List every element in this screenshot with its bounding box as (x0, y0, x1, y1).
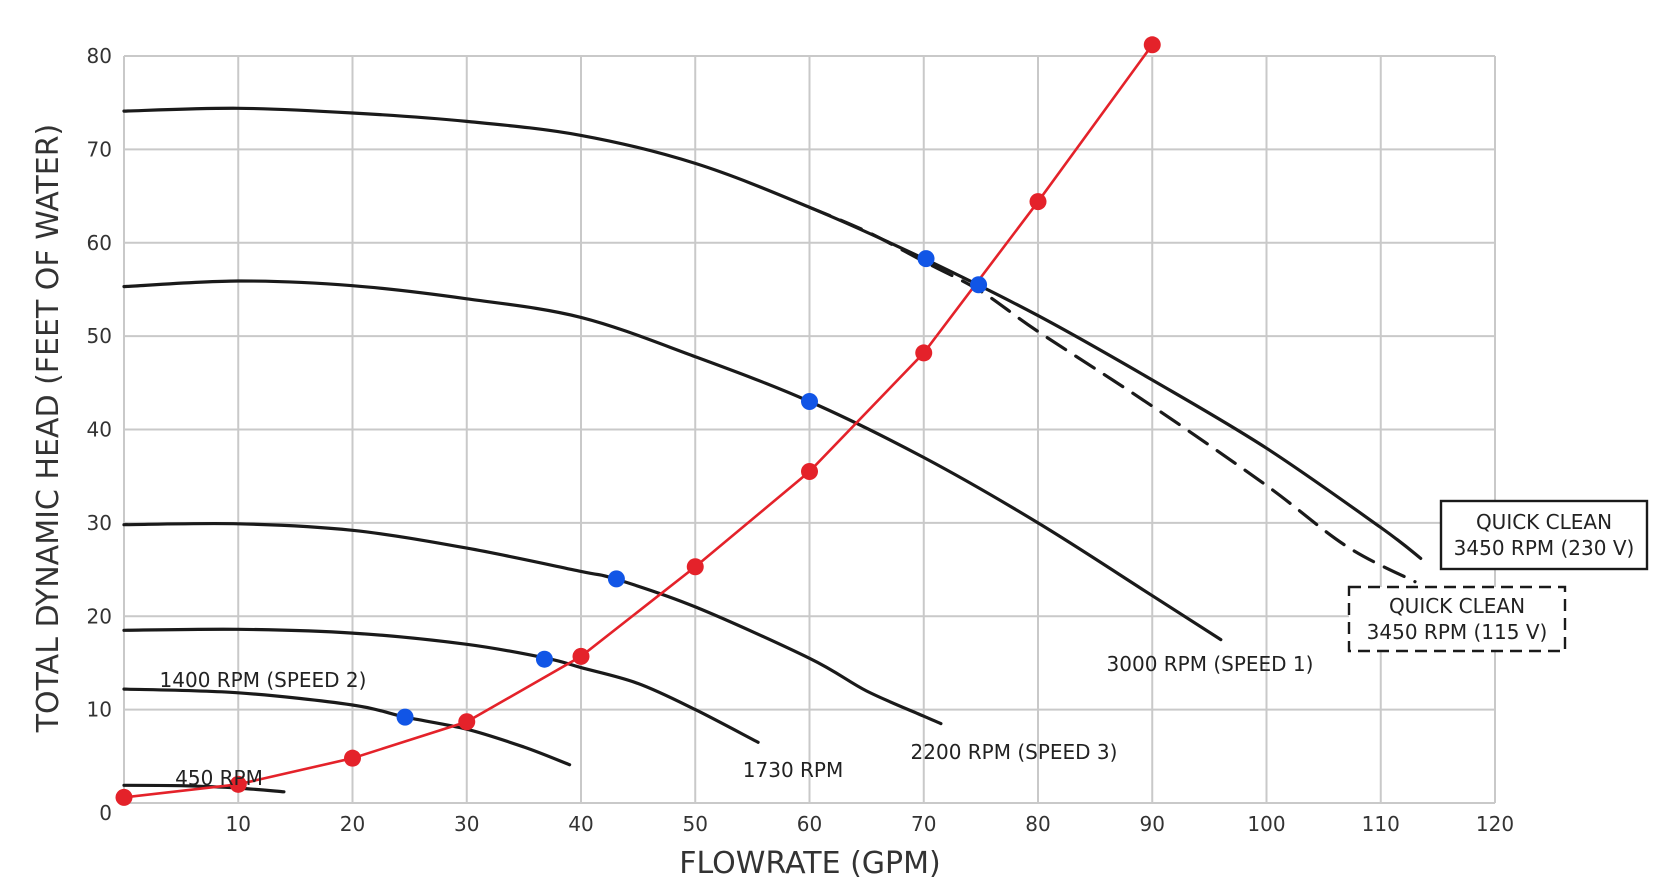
curve-label-text: 3450 RPM (230 V) (1454, 536, 1635, 560)
system-curve-point (458, 713, 476, 731)
curve-label-s450: 450 RPM (175, 766, 263, 790)
x-tick-label: 120 (1476, 812, 1514, 836)
y-tick-label: 80 (87, 44, 112, 68)
y-axis-title: TOTAL DYNAMIC HEAD (FEET OF WATER) (31, 124, 66, 734)
curve-label-s1400: 1400 RPM (SPEED 2) (160, 668, 367, 692)
pump-curve-s1730 (122, 627, 760, 744)
x-tick-label: 20 (340, 812, 365, 836)
pump-curve-s3450_115 (807, 205, 1417, 584)
system-curve-point (229, 775, 247, 793)
x-tick-label: 110 (1362, 812, 1400, 836)
system-curve (115, 36, 1161, 806)
system-curve-point (572, 647, 590, 665)
pump-curve-s2200 (122, 521, 943, 726)
curve-label-box (1439, 499, 1649, 571)
y-tick-label: 60 (87, 231, 112, 255)
operating-point (396, 708, 414, 726)
system-curve-point (915, 344, 933, 362)
curve-label-s2200: 2200 RPM (SPEED 3) (911, 740, 1118, 764)
y-tick-labels: 0 10 20 30 40 50 60 70 80 (87, 44, 112, 825)
curve-label-text: 3000 RPM (SPEED 1) (1107, 652, 1314, 676)
curve-label-text: 2200 RPM (SPEED 3) (911, 740, 1118, 764)
y-tick-label: 30 (87, 511, 112, 535)
pump-curve-s3000 (122, 279, 1223, 642)
system-curve-point (801, 463, 818, 481)
curve-label-box (1347, 585, 1567, 653)
y-tick-label: 10 (87, 698, 112, 722)
x-tick-label: 100 (1247, 812, 1285, 836)
pump-curves (122, 106, 1423, 794)
y-tick-label: 50 (87, 324, 112, 348)
x-tick-label: 90 (1140, 812, 1165, 836)
operating-point (535, 650, 553, 668)
x-tick-label: 10 (226, 812, 251, 836)
curve-label-text: 3450 RPM (115 V) (1367, 620, 1548, 644)
operating-point (607, 570, 625, 588)
y-tick-label: 70 (87, 137, 112, 161)
x-tick-label: 50 (683, 812, 708, 836)
operating-point (970, 276, 988, 294)
curve-label-text: 1400 RPM (SPEED 2) (160, 668, 367, 692)
curve-label-text: QUICK CLEAN (1389, 594, 1525, 618)
y-tick-label: 20 (87, 604, 112, 628)
pump-curve-s1400 (122, 687, 572, 767)
system-curve-point (344, 749, 361, 767)
y-tick-label: 40 (87, 418, 112, 442)
x-tick-label: 80 (1025, 812, 1050, 836)
operating-point (801, 392, 818, 410)
y-tick-label: 0 (99, 801, 112, 825)
curve-label-s1730: 1730 RPM (743, 758, 843, 782)
x-tick-label: 40 (568, 812, 593, 836)
x-axis-title: FLOWRATE (GPM) (679, 846, 940, 881)
x-tick-labels: 10 20 30 40 50 60 70 80 90 100 110 120 (226, 812, 1515, 836)
pump-curve-s3450_230 (122, 106, 1423, 560)
grid (123, 55, 1496, 804)
system-curve-point (1029, 193, 1047, 211)
curve-label-text: 1730 RPM (743, 758, 843, 782)
operating-point (917, 250, 935, 268)
curve-label-text: QUICK CLEAN (1476, 510, 1612, 534)
x-tick-label: 70 (911, 812, 936, 836)
curve-label-text: 450 RPM (175, 766, 263, 790)
x-tick-label: 60 (797, 812, 822, 836)
x-tick-label: 30 (454, 812, 479, 836)
system-curve-point (686, 558, 704, 576)
system-curve-point (1143, 36, 1161, 54)
system-curve-point (115, 788, 133, 806)
curve-label-s3000: 3000 RPM (SPEED 1) (1107, 652, 1314, 676)
